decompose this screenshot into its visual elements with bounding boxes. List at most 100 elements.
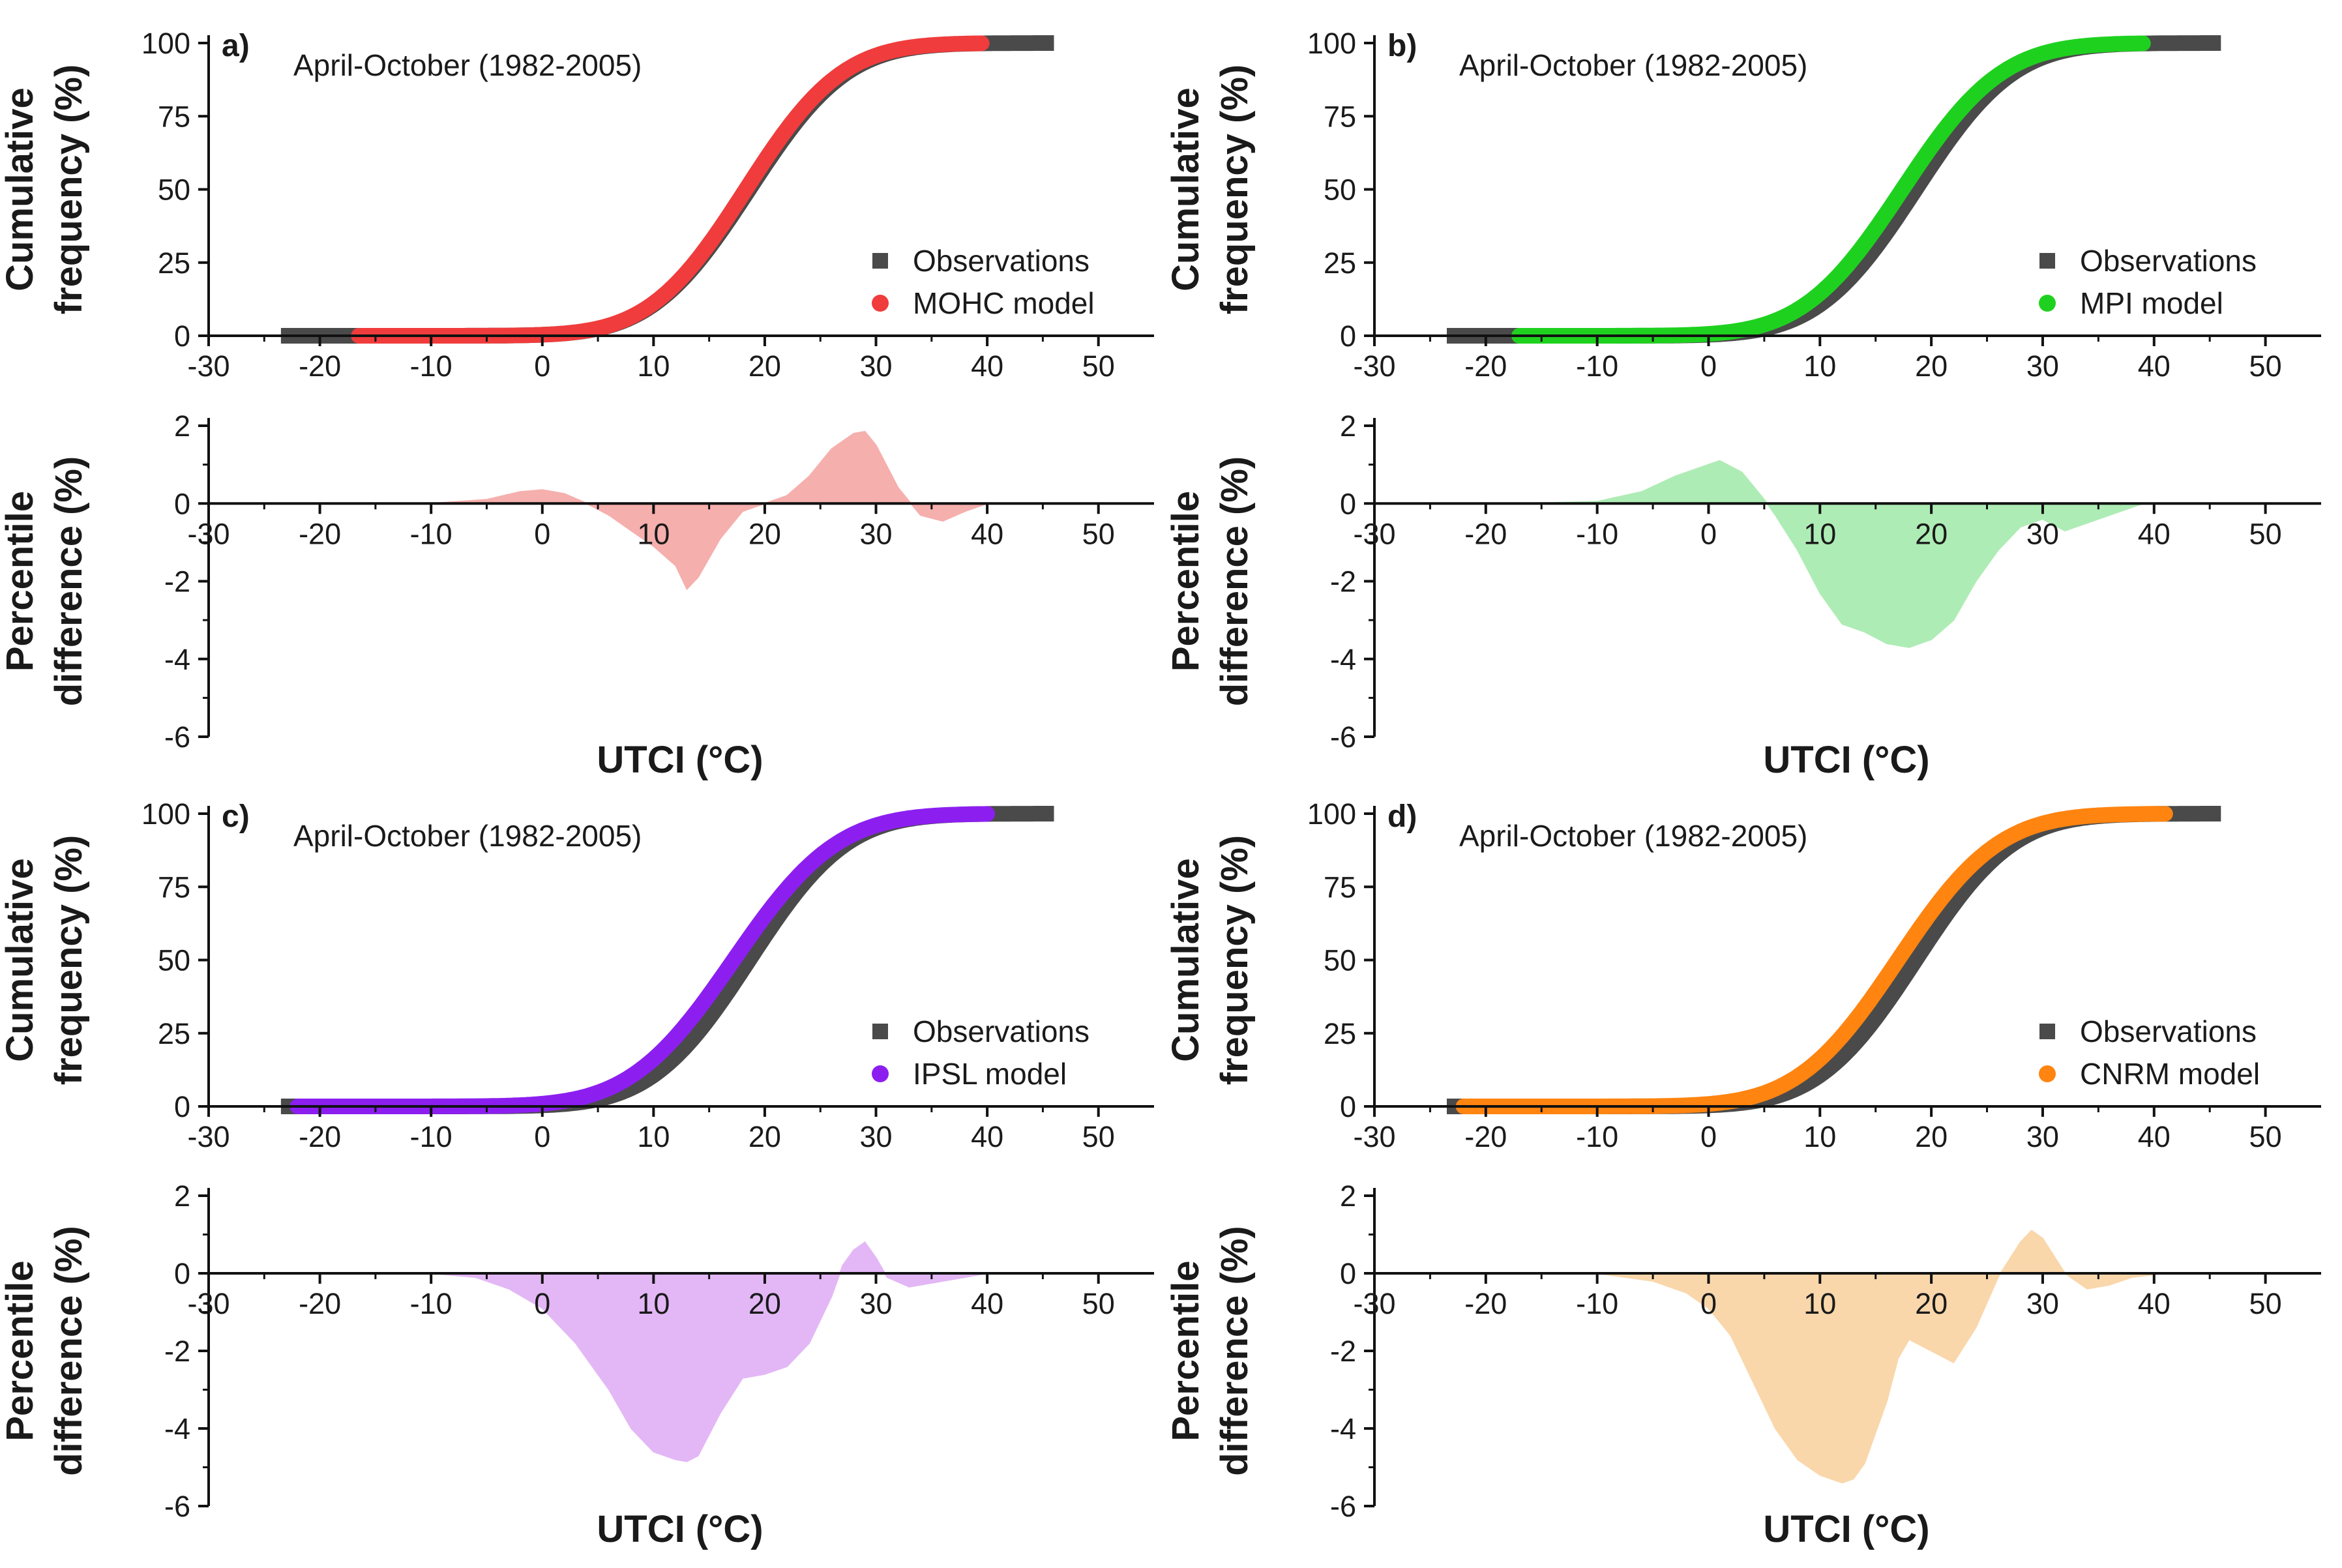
bottom-y-tick-label: 0 (1340, 487, 1356, 520)
panel-subtitle: April-October (1982-2005) (293, 48, 642, 82)
top-x-tick-label: 0 (534, 1120, 550, 1153)
model-series (1455, 806, 2173, 1114)
top-y-label-line2: frequency (%) (1213, 835, 1256, 1086)
bottom-x-tick-label: 30 (859, 1287, 892, 1320)
top-x-tick-label: 30 (859, 349, 892, 383)
top-y-tick-label: 75 (1324, 100, 1356, 133)
panel-0: -30 -20 -10 0 10 20 30 40 500255075100Cumulative… (0, 27, 1154, 781)
top-x-tick-label: 20 (1915, 349, 1948, 383)
model-series (289, 806, 996, 1114)
top-x-tick-label: 50 (1082, 349, 1115, 383)
bottom-x-tick-label: 50 (1082, 1287, 1115, 1320)
bottom-x-tick-label: -10 (410, 517, 452, 550)
bottom-y-tick-label: -2 (164, 565, 190, 599)
panel-label: a) (222, 29, 250, 63)
bottom-y-label-line2: difference (%) (1213, 456, 1256, 707)
bottom-y-label-line1: Percentile (1164, 491, 1207, 672)
top-y-label-line1: Cumulative (0, 858, 41, 1062)
bottom-x-tick-label: -10 (1576, 1287, 1618, 1320)
top-x-tick-label: -20 (1464, 1120, 1507, 1153)
bottom-y-label-line1: Percentile (0, 1260, 41, 1441)
top-x-tick-label: -30 (1353, 1120, 1395, 1153)
top-x-tick-label: -10 (410, 349, 452, 383)
top-y-label-line2: frequency (%) (48, 835, 90, 1086)
top-x-tick-label: -30 (1353, 349, 1395, 383)
bottom-x-tick-label: -30 (187, 1287, 230, 1320)
top-y-tick-label: 100 (1307, 27, 1356, 60)
model-series (351, 35, 990, 344)
bottom-y-tick-label: -6 (1330, 720, 1356, 754)
top-y-tick-label: 50 (158, 173, 190, 207)
top-x-tick-label: 30 (2026, 1120, 2059, 1153)
top-x-tick-label: 0 (1700, 1120, 1717, 1153)
bottom-x-tick-label: 20 (749, 1287, 781, 1320)
legend-observations-marker (872, 1024, 888, 1039)
top-y-tick-label: 0 (174, 319, 190, 353)
top-x-tick-label: 20 (749, 349, 781, 383)
top-y-tick-label: 50 (1324, 173, 1356, 207)
bottom-x-tick-label: -30 (1353, 517, 1395, 550)
bottom-y-tick-label: 2 (1340, 1179, 1356, 1213)
bottom-x-tick-label: 0 (1700, 1287, 1717, 1320)
panel-subtitle: April-October (1982-2005) (1459, 819, 1807, 853)
difference-area (364, 430, 988, 591)
bottom-x-tick-label: 20 (1915, 517, 1948, 550)
bottom-y-tick-label: -2 (1330, 1335, 1356, 1368)
top-x-tick-label: -30 (187, 349, 230, 383)
x-axis-label: UTCI (°C) (597, 739, 763, 781)
x-axis-label: UTCI (°C) (597, 1508, 763, 1550)
bottom-x-tick-label: -30 (1353, 1287, 1395, 1320)
bottom-x-tick-label: 10 (1803, 1287, 1836, 1320)
x-axis-label: UTCI (°C) (1763, 1508, 1929, 1550)
bottom-x-tick-label: 40 (2138, 1287, 2171, 1320)
top-x-tick-label: 30 (859, 1120, 892, 1153)
legend-observations-marker (872, 253, 888, 269)
bottom-x-tick-label: -30 (187, 517, 230, 550)
top-y-tick-label: 25 (1324, 1017, 1356, 1050)
panel-2: -30 -20 -10 0 10 20 30 40 500255075100Cumulative… (0, 797, 1154, 1550)
legend-model-marker (872, 295, 889, 312)
top-y-tick-label: 50 (158, 944, 190, 977)
bottom-y-tick-label: -4 (1330, 1412, 1356, 1445)
bottom-y-tick-label: 2 (174, 1179, 190, 1213)
legend-model-label: MOHC model (913, 286, 1095, 320)
bottom-y-tick-label: -4 (164, 1412, 190, 1445)
bottom-x-tick-label: 50 (1082, 517, 1115, 550)
top-y-label-line2: frequency (%) (1213, 65, 1256, 315)
bottom-x-tick-label: 10 (637, 1287, 670, 1320)
top-x-tick-label: 50 (2249, 1120, 2282, 1153)
top-y-label-line2: frequency (%) (48, 65, 90, 315)
bottom-x-tick-label: -20 (1464, 517, 1507, 550)
bottom-y-tick-label: -6 (164, 720, 190, 754)
legend-observations-label: Observations (2080, 244, 2257, 278)
top-x-tick-label: 0 (1700, 349, 1717, 383)
top-x-tick-label: -30 (187, 1120, 230, 1153)
legend-observations-label: Observations (2080, 1014, 2257, 1048)
top-y-tick-label: 100 (141, 797, 190, 831)
bottom-x-tick-label: 0 (1700, 517, 1717, 550)
legend-observations-marker (2039, 253, 2055, 269)
top-x-tick-label: 10 (1803, 1120, 1836, 1153)
top-y-tick-label: 100 (1307, 797, 1356, 831)
top-x-tick-label: -10 (1576, 349, 1618, 383)
bottom-y-tick-label: 2 (1340, 409, 1356, 443)
bottom-y-label-line2: difference (%) (48, 456, 90, 707)
panel-label: b) (1387, 29, 1417, 63)
bottom-x-tick-label: 20 (1915, 1287, 1948, 1320)
difference-area (1519, 460, 2144, 648)
top-y-label-line1: Cumulative (1164, 87, 1207, 291)
top-x-tick-label: 10 (637, 349, 670, 383)
bottom-y-tick-label: -6 (164, 1490, 190, 1523)
legend-observations-label: Observations (913, 244, 1089, 278)
bottom-x-tick-label: 10 (1803, 517, 1836, 550)
panel-subtitle: April-October (1982-2005) (1459, 48, 1807, 82)
top-x-tick-label: 10 (1803, 349, 1836, 383)
top-y-tick-label: 75 (158, 870, 190, 904)
bottom-y-label-line1: Percentile (0, 491, 41, 672)
bottom-x-tick-label: -10 (410, 1287, 452, 1320)
top-y-tick-label: 25 (1324, 246, 1356, 280)
bottom-x-tick-label: 10 (637, 517, 670, 550)
top-y-label-line1: Cumulative (0, 87, 41, 291)
top-x-tick-label: 10 (637, 1120, 670, 1153)
panel-3: -30 -20 -10 0 10 20 30 40 500255075100Cumulative… (1164, 797, 2321, 1550)
